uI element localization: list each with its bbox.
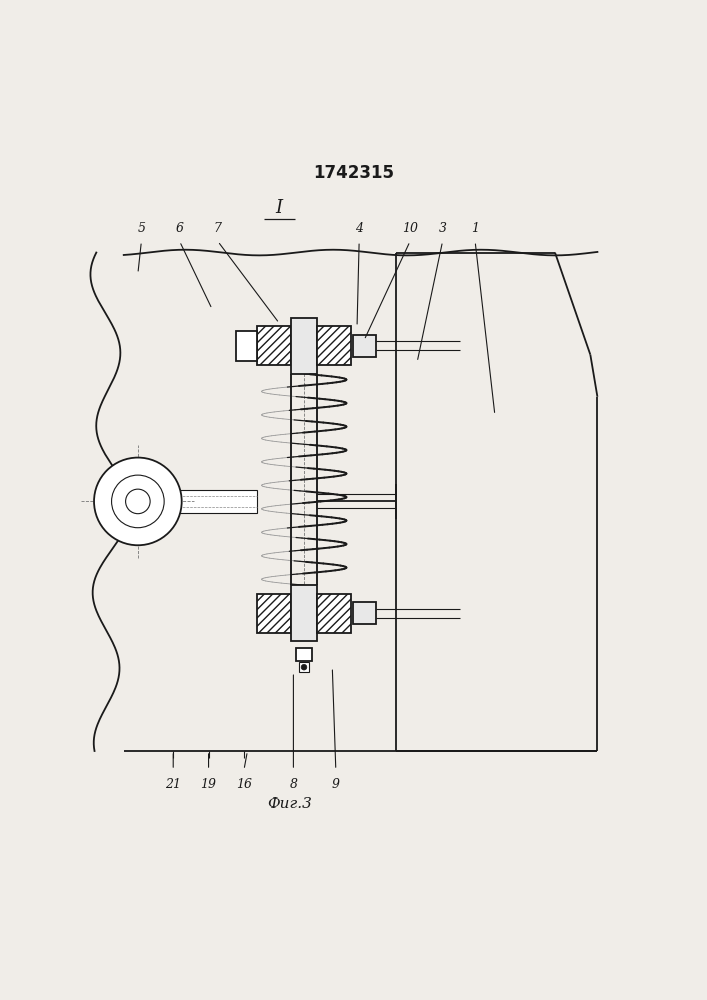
Text: 6: 6	[175, 222, 184, 235]
Circle shape	[94, 458, 182, 545]
Text: 21: 21	[165, 778, 181, 791]
Text: 1742315: 1742315	[313, 164, 394, 182]
Text: 1: 1	[471, 222, 479, 235]
Circle shape	[126, 489, 150, 514]
Text: 4: 4	[355, 222, 363, 235]
Text: 3: 3	[438, 222, 447, 235]
Text: 9: 9	[332, 778, 340, 791]
Bar	[299, 662, 309, 672]
Bar	[354, 335, 376, 357]
Text: 16: 16	[236, 778, 252, 791]
Text: Фиг.3: Фиг.3	[267, 797, 312, 811]
Bar	[317, 326, 351, 365]
Text: 8: 8	[289, 778, 298, 791]
Text: 7: 7	[214, 222, 222, 235]
Circle shape	[112, 475, 164, 528]
Bar	[291, 318, 317, 374]
Bar	[354, 602, 376, 624]
Bar	[175, 490, 257, 513]
Text: 10: 10	[402, 222, 418, 235]
Bar	[257, 594, 291, 633]
Circle shape	[301, 664, 307, 670]
Bar	[317, 594, 351, 633]
Bar	[296, 648, 312, 661]
Bar	[236, 331, 257, 361]
Text: 5: 5	[137, 222, 146, 235]
Bar	[291, 585, 317, 641]
Bar	[257, 326, 291, 365]
Text: I: I	[276, 199, 283, 217]
Text: 19: 19	[201, 778, 216, 791]
